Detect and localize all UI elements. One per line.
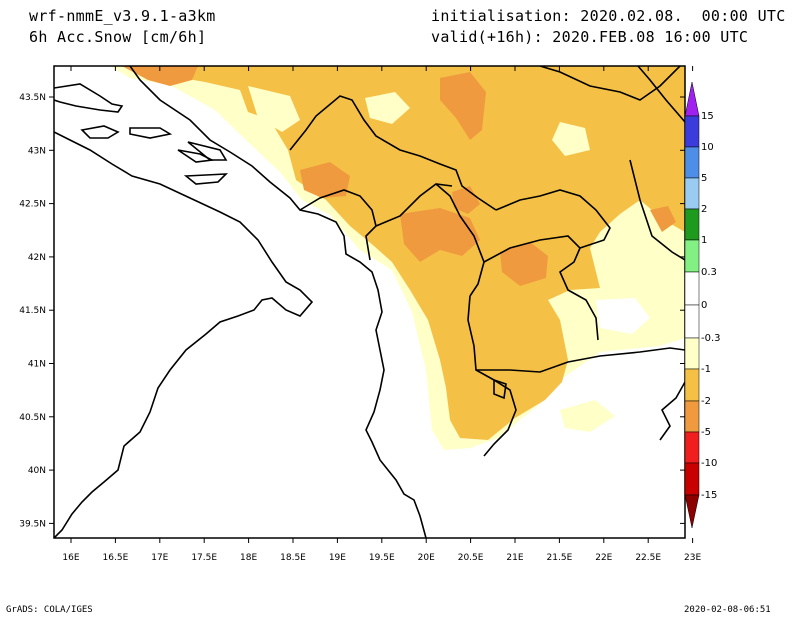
legend-swatch [684,271,700,306]
legend-label: -1 [701,364,711,375]
lon-tick-label: 18.5E [280,553,306,563]
legend-swatch [684,304,700,339]
lon-tick-label: 17E [151,553,168,563]
lat-tick-label: 42N [28,253,46,263]
island [187,141,228,161]
snow-heavy-patch [122,66,198,86]
snow-clear-patch [596,298,650,334]
island [177,149,215,163]
legend-label: -10 [701,458,717,469]
legend-arrow-top [684,81,700,117]
italy-coast [54,131,314,538]
snow-field [110,66,685,450]
border-romania [539,66,681,101]
snow-heavy-patch [650,206,676,232]
snow-orange-region [122,66,685,440]
legend-label: 10 [701,142,714,153]
border-bulgaria-north [637,66,685,123]
legend: 15 10 5 2 1 0.3 0 -0.3 -1 -2 -5 -10 -15 [684,81,721,529]
lat-axis: 43.5N 43N 42.5N 42N 41.5N 41N 40.5N 40N 39.5N [19,93,685,529]
border-serbia-kosovo [375,183,453,227]
snow-light-patch [552,122,590,156]
lon-tick-label: 18E [240,553,257,563]
lake [493,378,507,400]
lat-tick-label: 40N [28,466,46,476]
legend-swatch [684,146,700,179]
legend-swatch [684,177,700,210]
lat-tick-label: 40.5N [19,413,46,423]
border-albania-macedonia [467,295,517,457]
legend-label: -15 [701,490,717,501]
snow-light-patch [560,400,615,432]
legend-swatch [684,115,700,148]
lon-tick-label: 19.5E [369,553,395,563]
lon-tick-label: 22.5E [635,553,661,563]
legend-swatch [684,400,700,433]
legend-label: -0.3 [701,333,721,344]
lat-tick-label: 39.5N [19,519,46,529]
snow-heavy-patch [400,208,480,262]
field-title: 6h Acc.Snow [cm/6h] [29,28,207,46]
lon-tick-label: 21E [506,553,523,563]
lat-tick-label: 41N [28,360,46,370]
island [183,173,229,185]
island [129,127,173,139]
legend-swatch [684,462,700,496]
snow-heavy-patch [300,162,350,198]
legend-label: -2 [701,396,711,407]
aegean-coast [659,381,685,441]
legend-label: 2 [701,204,707,215]
legend-label: 0.3 [701,267,717,278]
legend-swatch [684,368,700,402]
balkan-coast [129,66,427,538]
legend-label: 15 [701,111,714,122]
border-bosnia-serbia [289,95,497,211]
lon-tick-label: 20E [418,553,435,563]
lon-axis: 16E 16.5E 17E 17.5E 18E 18.5E 19E 19.5E 20E 20.5E… [62,66,701,563]
legend-label: 5 [701,173,707,184]
lat-tick-label: 43.5N [19,93,46,103]
snow-heavy-patch [500,242,548,286]
lon-tick-label: 20.5E [458,553,484,563]
legend-arrow-bottom [684,494,700,529]
credit: GrADS: COLA/IGES [6,605,93,615]
legend-label: 0 [701,300,707,311]
legend-swatch [684,208,700,241]
snow-heavy-patch [452,186,480,214]
border-kosovo [435,183,485,297]
timestamp: 2020-02-08-06:51 [684,605,771,615]
valid-time: valid(+16h): 2020.FEB.08 16:00 UTC [431,28,749,46]
legend-label: -5 [701,427,711,438]
border-turkey [629,159,685,261]
border-bosnia-montenegro [299,189,377,261]
snow-heavy-patch [440,72,486,140]
snow-light-patch [365,92,410,124]
italy-coast [54,83,124,113]
island [80,125,120,139]
lon-tick-label: 21.5E [547,553,573,563]
lat-tick-label: 42.5N [19,200,46,210]
lat-tick-label: 41.5N [19,306,46,316]
border-macedonia-bulgaria [483,235,599,341]
lon-tick-label: 22E [595,553,612,563]
lon-tick-label: 17.5E [191,553,217,563]
border-greece [476,347,685,373]
lat-tick-label: 43N [28,146,46,156]
model-title: wrf-nmmE_v3.9.1-a3km [29,7,216,25]
legend-swatch [684,239,700,273]
snow-light-patch [248,86,300,132]
init-time: initialisation: 2020.02.08. 00:00 UTC [431,7,786,25]
lon-tick-label: 23E [684,553,701,563]
legend-swatch [684,337,700,370]
coastlines [54,66,685,538]
legend-label: 1 [701,235,707,246]
border-serbia-bulgaria [495,189,611,249]
lon-tick-label: 19E [329,553,346,563]
lon-tick-label: 16E [62,553,79,563]
legend-swatch [684,431,700,464]
lon-tick-label: 16.5E [103,553,129,563]
